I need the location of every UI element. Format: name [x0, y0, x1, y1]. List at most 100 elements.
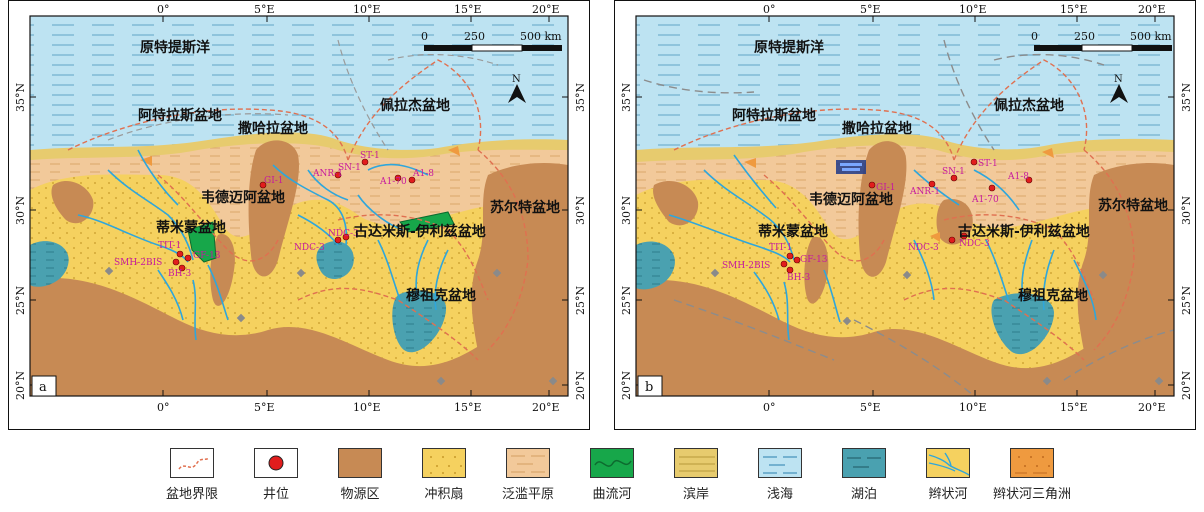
lake-west: [30, 241, 69, 287]
svg-text:0°: 0°: [157, 3, 170, 16]
latitude-labels-right: 35°N 30°N 25°N 20°N: [1180, 83, 1193, 400]
svg-text:5°E: 5°E: [254, 3, 275, 16]
well-sn-1: [950, 174, 958, 182]
legend-item-well: 井位: [234, 448, 318, 502]
scale-tick-500: 500 km: [520, 30, 562, 43]
basin-labels: 原特提斯洋 阿特拉斯盆地 撒哈拉盆地 佩拉杰盆地 韦德迈阿盆地 蒂米蒙盆地 古达…: [138, 39, 560, 304]
svg-text:15°E: 15°E: [1060, 401, 1088, 414]
well-label-a1-8: A1-8: [412, 169, 434, 179]
source-swatch-icon: [338, 448, 382, 478]
well-tit-1: [176, 250, 184, 258]
well-ndc-3-b: [342, 233, 350, 241]
well-label-bh-3: BH-3: [168, 269, 192, 279]
basin-boundaries: [673, 59, 1135, 361]
svg-text:N: N: [512, 74, 521, 85]
well-label-smh-2bis: SMH-2BIS: [722, 261, 770, 271]
basin-label-murzuq: 穆祖克盆地: [1018, 287, 1088, 304]
svg-text:20°N: 20°N: [1180, 371, 1193, 400]
svg-text:15°E: 15°E: [454, 3, 482, 16]
svg-text:5°E: 5°E: [860, 401, 881, 414]
fan-swatch-icon: [422, 448, 466, 478]
source-area-small: [210, 234, 235, 306]
basin-label-sahara: 撒哈拉盆地: [238, 120, 308, 137]
longitude-labels-top: 0° 5°E 10°E 15°E 20°E: [763, 3, 1166, 16]
svg-text:25°N: 25°N: [14, 286, 27, 315]
well-bh-3: [786, 266, 794, 274]
legend-item-boundary: 盆地界限: [150, 448, 234, 502]
braided-river-swatch-icon: [926, 448, 970, 478]
well-label-sn-1: SN-1: [942, 167, 965, 177]
scale-tick-250: 250: [464, 30, 485, 43]
well-label-gi-1: GI-1: [264, 176, 284, 186]
well-labels: ST-1 SN-1 ANR-1 A1-70 A1-8 GI-1 NDC-3 ND…: [114, 151, 434, 279]
well-label-gf-13: GF-13: [800, 255, 828, 265]
well-label-st-1: ST-1: [978, 159, 998, 169]
map-frame: [29, 15, 569, 397]
regional-boundaries: [107, 39, 499, 151]
scale-tick-500: 500 km: [1130, 30, 1172, 43]
svg-text:20°E: 20°E: [1138, 401, 1166, 414]
legend-label: 冲积扇: [424, 487, 464, 502]
sea-swatch-icon: [758, 448, 802, 478]
svg-text:30°N: 30°N: [14, 196, 27, 225]
well-label-ndc-3-a: NDC-3: [294, 243, 325, 253]
basin-label-pelagian: 佩拉杰盆地: [994, 97, 1064, 114]
well-smh-2bis: [780, 260, 788, 268]
map-panel-b: ST-1 SN-1 ANR-1 A1-8 A1-70 GI-1 NDC-3 ND…: [614, 0, 1196, 430]
svg-text:5°E: 5°E: [860, 3, 881, 16]
basin-label-timimoun: 蒂米蒙盆地: [758, 223, 828, 240]
source-area-central: [858, 141, 907, 277]
basin-label-oued-mya: 韦德迈阿盆地: [201, 189, 285, 206]
legend: 盆地界限 井位 物源区 冲积扇 泛滥平原 曲流河 滨岸: [150, 448, 1080, 508]
well-markers: [780, 158, 1033, 274]
basin-label-murzuq: 穆祖克盆地: [406, 287, 476, 304]
scale-bar: 0 250 500 km: [1031, 30, 1172, 52]
svg-text:0°: 0°: [763, 401, 776, 414]
svg-text:N: N: [1114, 74, 1123, 85]
legend-label: 井位: [262, 487, 289, 502]
panel-border: [614, 0, 1196, 430]
longitude-labels-bottom: 0° 5°E 10°E 15°E 20°E: [157, 401, 560, 414]
longitude-labels-bottom: 0° 5°E 10°E 15°E 20°E: [763, 401, 1166, 414]
legend-item-lake: 湖泊: [822, 448, 906, 502]
basin-label-oued-mya: 韦德迈阿盆地: [809, 191, 893, 208]
lake-swatch-icon: [842, 448, 886, 478]
source-area-central: [248, 140, 299, 277]
delta-swatch-icon: [1010, 448, 1054, 478]
well-ndc-3-b: [960, 232, 968, 240]
longitude-labels-top: 0° 5°E 10°E 15°E 20°E: [157, 3, 560, 16]
svg-text:20°N: 20°N: [620, 371, 633, 400]
scale-tick-0: 0: [421, 30, 428, 43]
delta-north: [448, 146, 460, 156]
basin-boundaries: [67, 59, 529, 361]
latitude-labels-left: 35°N 30°N 25°N 20°N: [14, 83, 27, 400]
svg-text:20°N: 20°N: [14, 371, 27, 400]
well-label-ndc-3-b: NDC-3: [959, 239, 990, 249]
legend-label: 辫状河: [928, 487, 968, 502]
legend-item-floodplain: 泛滥平原: [486, 448, 570, 502]
svg-text:5°E: 5°E: [254, 401, 275, 414]
source-area-small: [804, 236, 829, 304]
svg-text:15°E: 15°E: [1060, 3, 1088, 16]
well-label-anr-1: ANR-1: [909, 187, 940, 197]
well-a1-8: [1025, 176, 1033, 184]
delta-north: [1042, 148, 1054, 158]
well-label-a1-70: A1-70: [971, 195, 999, 205]
svg-text:25°N: 25°N: [574, 286, 587, 315]
lake-central: [316, 241, 354, 280]
legend-item-meander: 曲流河: [570, 448, 654, 502]
well-label-gi-1: GI-1: [876, 183, 896, 193]
basin-label-atlas: 阿特拉斯盆地: [732, 107, 816, 124]
basin-label-proto-tethys: 原特提斯洋: [140, 39, 210, 56]
svg-text:35°N: 35°N: [14, 83, 27, 112]
svg-text:15°E: 15°E: [454, 401, 482, 414]
legend-item-delta: 辫状河三角洲: [990, 448, 1074, 502]
panel-letter-box: [31, 375, 57, 397]
meander-swatch-icon: [590, 448, 634, 478]
svg-text:20°E: 20°E: [1138, 3, 1166, 16]
svg-text:10°E: 10°E: [959, 401, 987, 414]
region-markers: [104, 266, 558, 386]
basin-label-sirte: 苏尔特盆地: [490, 199, 560, 216]
svg-text:35°N: 35°N: [620, 83, 633, 112]
svg-text:20°N: 20°N: [574, 371, 587, 400]
